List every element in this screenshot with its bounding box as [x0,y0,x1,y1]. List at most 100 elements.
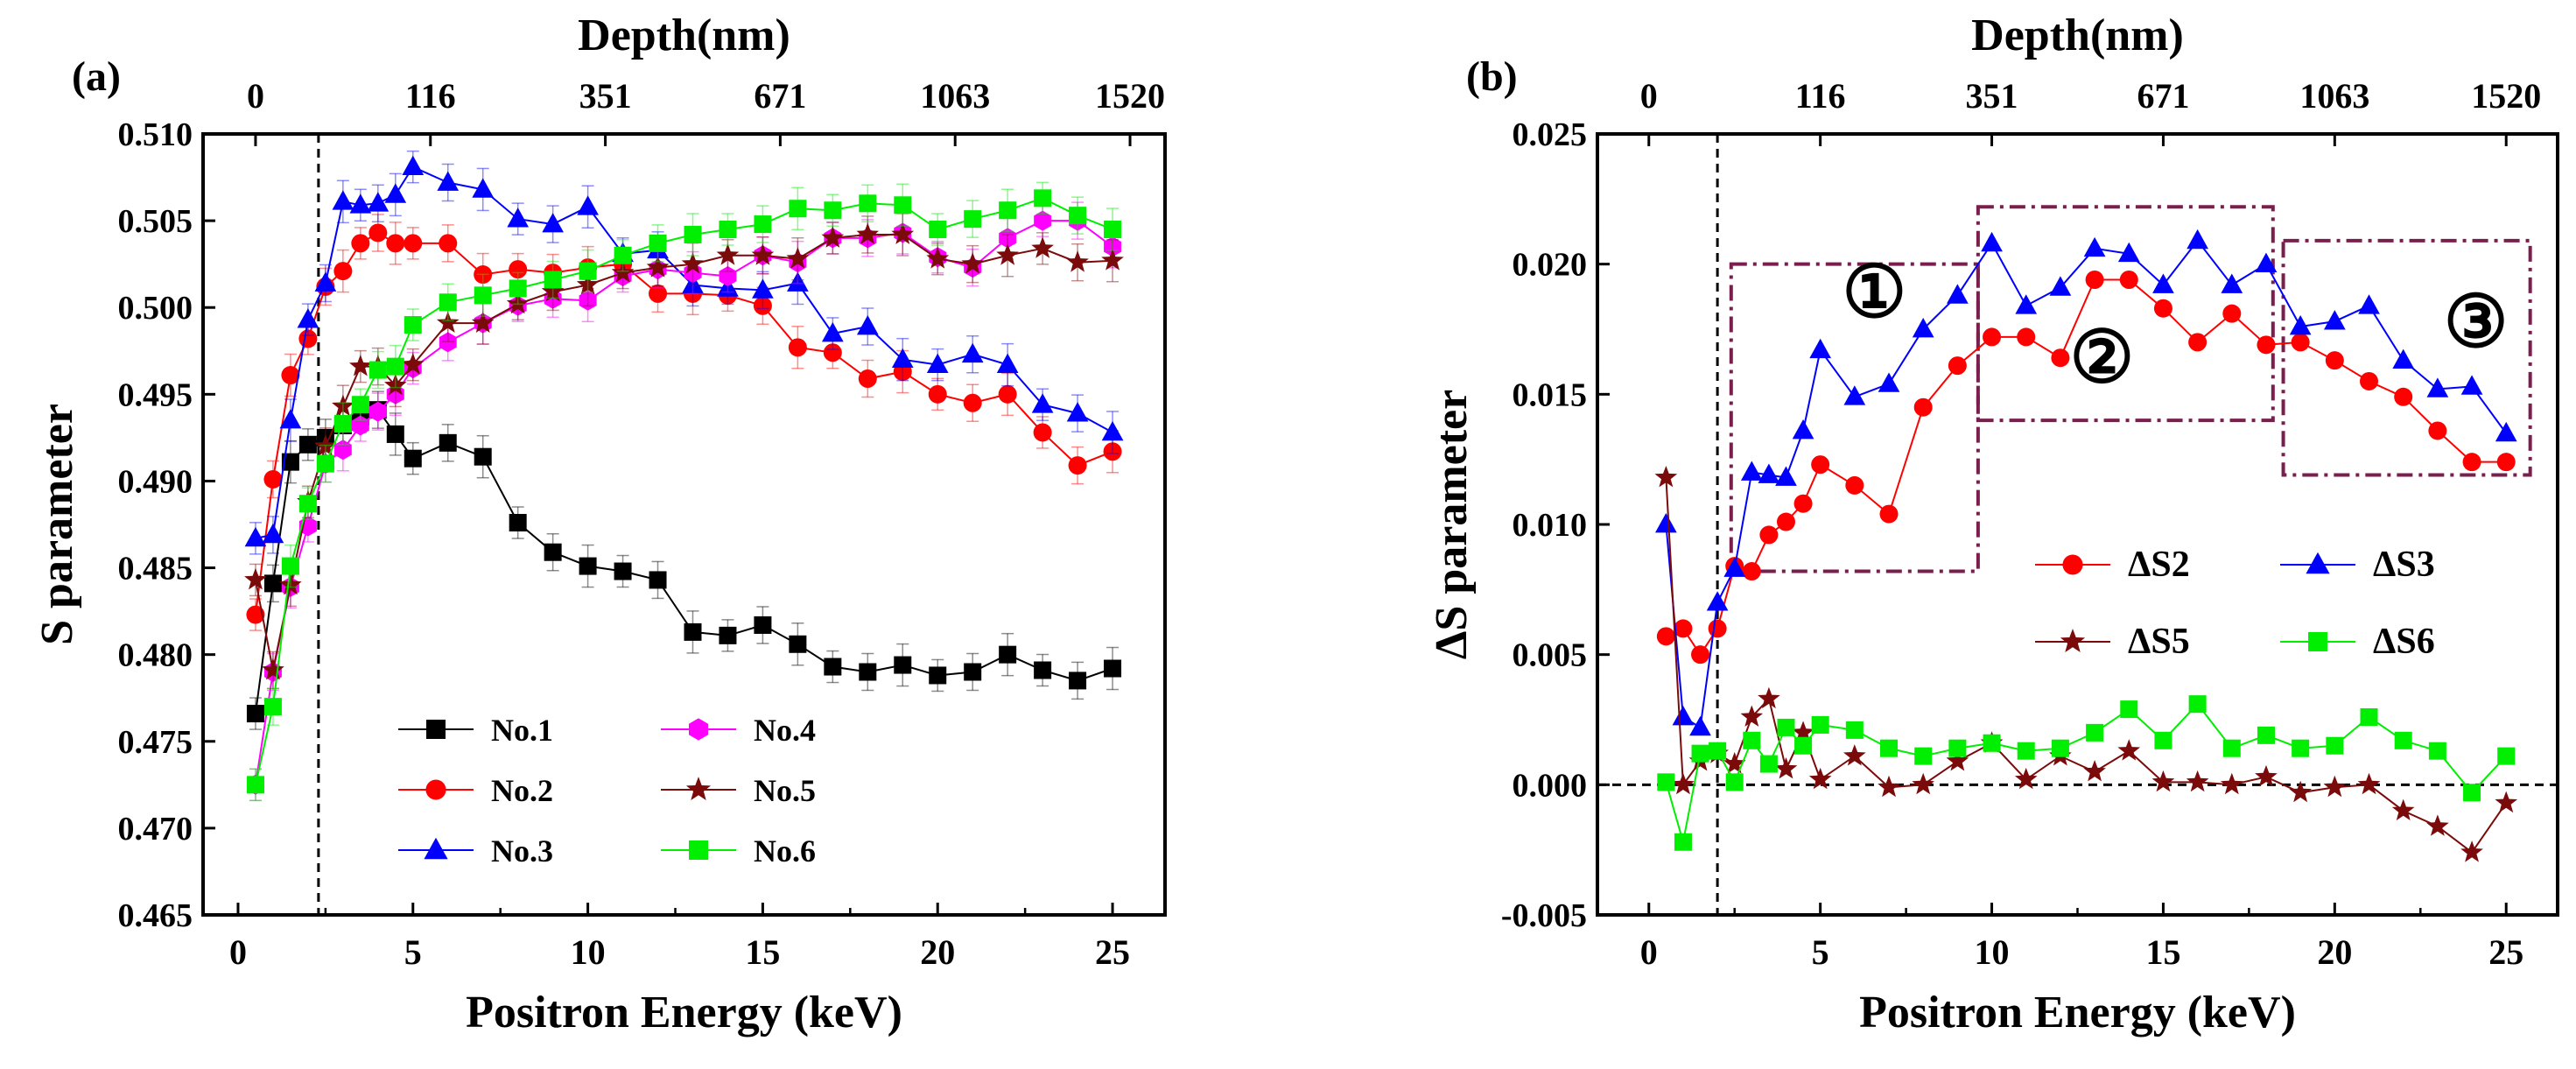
data-point [999,228,1017,249]
data-point [2358,294,2380,314]
data-point [2360,708,2378,727]
series-line [1665,477,2508,854]
legend-label: No.1 [491,713,553,748]
data-point [1031,236,1054,258]
data-point [2015,294,2038,314]
data-point [351,415,369,436]
legend-marker [2062,554,2083,575]
y-tick-label: 0.000 [1513,767,1588,804]
top-tick-label: 116 [405,76,456,116]
data-point [246,776,264,794]
data-point [2495,791,2518,813]
data-point [1808,767,1832,790]
data-point [1689,715,1711,736]
top-tick-label: 1520 [2471,76,2541,116]
x-tick-label: 20 [920,932,955,972]
x-tick-label: 5 [404,932,422,972]
panel-label: (b) [1466,53,1518,100]
data-point [439,293,457,312]
data-point [1656,627,1675,646]
data-point [1845,475,1864,495]
legend-item: ΔS5 [2035,622,2190,662]
data-point [649,571,667,589]
data-point [472,178,495,198]
data-point [891,222,915,244]
data-point [262,658,284,680]
x-tick-label: 15 [745,932,780,972]
plot-frame [1596,132,2559,917]
top-tick-label: 1063 [2299,76,2369,116]
panel-a: (a)Depth(nm)0 5 10 15 20 250 116 351 671 1063 1520… [32,11,1167,1037]
data-point [614,246,632,264]
data-point [2462,453,2481,472]
data-point [2394,731,2412,749]
x-axis-title: Positron Energy (keV) [466,988,902,1037]
data-point [2255,764,2278,787]
data-point [1946,749,1969,771]
data-point [1691,645,1710,665]
data-point [1913,397,1933,417]
data-point [1691,744,1709,763]
y-tick-label: 0.025 [1513,116,1588,153]
data-point [2017,327,2036,347]
data-point [649,284,668,303]
data-point [614,562,632,580]
data-point [1034,189,1052,207]
data-point [1034,210,1052,231]
data-point [263,574,282,593]
data-area: ① ② ③ [1597,134,2558,915]
data-point [1104,236,1121,257]
data-point [1948,356,1967,376]
region-box-2 [1976,205,2275,423]
region-box-1 [1729,262,1980,573]
data-point [2496,453,2516,472]
data-point [2497,747,2516,765]
series-line [254,197,1113,785]
legend-label: No.3 [491,833,553,869]
series-ΔS2 [1656,271,2516,665]
data-point [1758,463,1780,483]
data-point [263,698,282,716]
data-point [788,338,807,357]
data-point [2326,736,2344,755]
data-point [541,279,565,302]
legend-label: ΔS2 [2128,545,2190,585]
data-point [402,155,425,176]
data-point [2360,371,2379,390]
data-point [751,243,775,265]
data-point [332,394,354,417]
data-point [544,543,562,561]
data-point [823,343,842,362]
legend-marker [424,837,448,860]
data-point [439,234,458,253]
data-point [859,663,877,681]
y-tick-label: 0.475 [118,724,193,761]
data-point [1104,659,1122,678]
data-point [1069,207,1087,225]
data-point [2154,731,2172,749]
data-point [1811,715,1829,734]
series-line [255,165,1113,539]
data-point [2086,723,2104,742]
data-point [1880,739,1899,757]
x-tick-label: 20 [2317,932,2352,972]
data-point [349,193,372,214]
panel-label: (a) [72,53,121,100]
data-point [2186,770,2209,792]
data-point [436,311,460,333]
data-point [404,316,422,334]
legend-item: No.2 [398,773,553,808]
data-point [1672,706,1695,726]
data-point [1066,402,1089,422]
data-point [314,271,337,292]
data-point [2323,310,2346,330]
y-tick-label: 0.500 [118,290,193,327]
legend-item: No.6 [661,833,816,869]
data-point [298,495,317,513]
data-point [961,342,984,363]
data-point [964,663,982,681]
top-axis-title: Depth(nm) [578,11,790,60]
data-point [999,201,1017,220]
series-line [1665,239,2508,729]
